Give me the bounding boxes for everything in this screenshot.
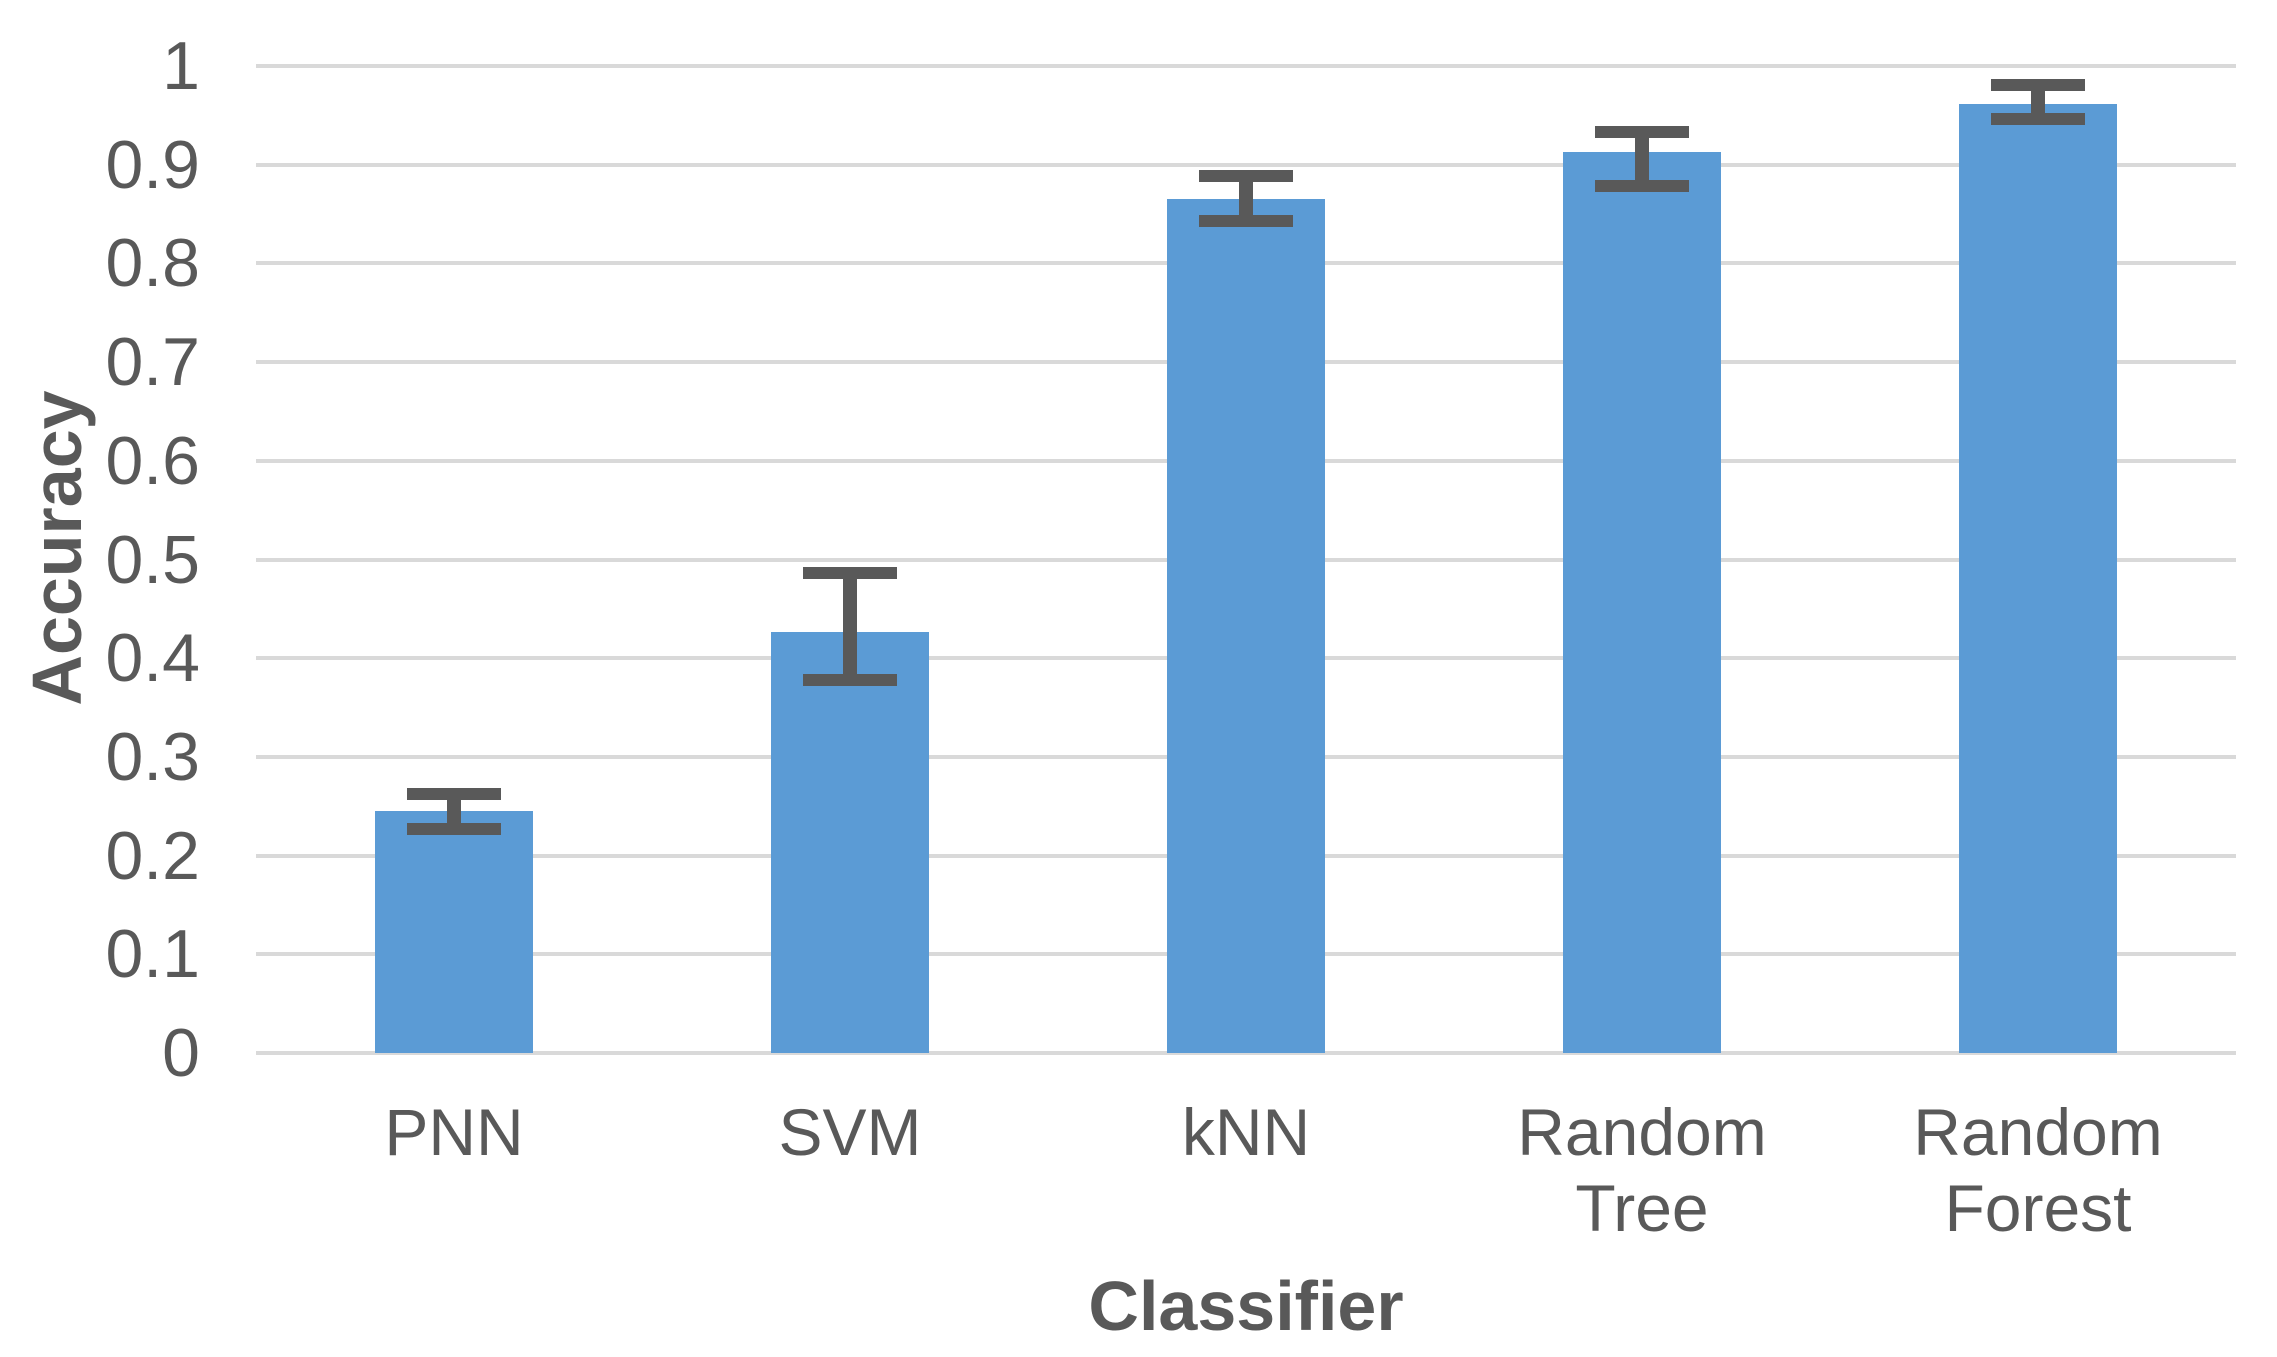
error-bar-cap-top-pnn bbox=[407, 788, 501, 801]
bar-random-tree bbox=[1563, 151, 1721, 1053]
gridline-0.9 bbox=[256, 162, 2236, 167]
x-tick-label-svm: SVM bbox=[778, 1095, 922, 1169]
error-bar-cap-bottom-knn bbox=[1199, 214, 1293, 227]
y-tick-label-0.4: 0.4 bbox=[105, 620, 200, 697]
bar-knn bbox=[1167, 199, 1325, 1053]
x-tick-label-random-forest: Random Forest bbox=[1913, 1095, 2163, 1245]
error-bar-cap-bottom-svm bbox=[803, 673, 897, 686]
error-bar-cap-top-random-tree bbox=[1595, 126, 1689, 139]
error-bar-cap-bottom-random-forest bbox=[1991, 113, 2085, 126]
y-tick-label-0.1: 0.1 bbox=[105, 916, 200, 993]
x-axis-title: Classifier bbox=[1088, 1267, 1404, 1345]
y-tick-label-0.8: 0.8 bbox=[105, 225, 200, 302]
gridline-1 bbox=[256, 64, 2236, 68]
y-tick-label-0.9: 0.9 bbox=[105, 126, 200, 203]
error-bar-cap-bottom-random-tree bbox=[1595, 180, 1689, 193]
y-tick-label-1: 1 bbox=[162, 28, 200, 104]
error-bar-stem-knn bbox=[1239, 175, 1253, 221]
error-bar-cap-top-svm bbox=[803, 567, 897, 580]
bar-svm bbox=[771, 631, 929, 1053]
x-tick-label-knn: kNN bbox=[1181, 1095, 1311, 1169]
y-tick-label-0.6: 0.6 bbox=[105, 422, 200, 499]
error-bar-stem-random-tree bbox=[1635, 132, 1649, 187]
y-tick-label-0.5: 0.5 bbox=[105, 521, 200, 598]
error-bar-stem-pnn bbox=[447, 794, 461, 829]
gridline-0 bbox=[256, 1051, 2236, 1055]
y-tick-label-0.3: 0.3 bbox=[105, 718, 200, 795]
y-tick-label-0.7: 0.7 bbox=[105, 324, 200, 401]
y-tick-label-0: 0 bbox=[162, 1015, 200, 1091]
bar-pnn bbox=[375, 811, 533, 1053]
x-tick-label-random-tree: Random Tree bbox=[1517, 1095, 1767, 1245]
bar-random-forest bbox=[1959, 104, 2117, 1053]
error-bar-stem-svm bbox=[843, 573, 857, 680]
error-bar-cap-top-random-forest bbox=[1991, 78, 2085, 91]
y-tick-label-0.2: 0.2 bbox=[105, 817, 200, 894]
error-bar-stem-random-forest bbox=[2031, 84, 2045, 120]
y-axis-title: Accuracy bbox=[18, 390, 96, 706]
x-tick-label-pnn: PNN bbox=[384, 1095, 524, 1169]
error-bar-cap-bottom-pnn bbox=[407, 822, 501, 835]
error-bar-cap-top-knn bbox=[1199, 169, 1293, 182]
